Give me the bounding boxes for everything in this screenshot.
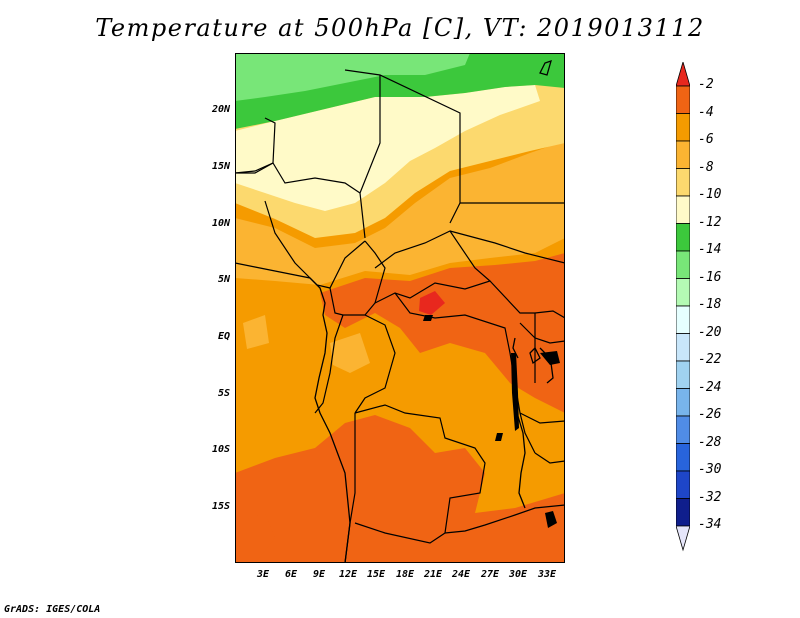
colorbar-swatch: [675, 305, 691, 334]
colorbar-swatches: [675, 60, 691, 552]
lon-label-33E: 33E: [537, 569, 557, 580]
field-band-neg6: [235, 141, 565, 285]
colorbar-label: -20: [698, 324, 722, 340]
colorbar-swatch: [675, 415, 691, 444]
colorbar-label: -18: [698, 297, 722, 312]
colorbar: [675, 60, 691, 562]
field-band-neg14: [235, 53, 470, 101]
colorbar-label: -6: [698, 132, 714, 147]
field-west-patch: [243, 315, 269, 349]
colorbar-bottom-triangle: [675, 525, 691, 552]
map-frame: [235, 53, 565, 563]
lat-label-15S: 15S: [211, 501, 230, 512]
lon-label-6E: 6E: [284, 569, 298, 580]
lat-label-5S: 5S: [217, 388, 230, 399]
colorbar-label: -4: [698, 104, 714, 120]
field-hotspot: [419, 291, 445, 315]
temperature-map: [235, 53, 565, 563]
field-band-neg10: [235, 85, 540, 211]
colorbar-label: -16: [698, 269, 722, 285]
colorbar-label: -10: [698, 187, 722, 202]
colorbar-label: -34: [698, 517, 722, 532]
lon-label-24E: 24E: [451, 569, 471, 580]
colorbar-swatch: [675, 360, 691, 389]
colorbar-label: -24: [698, 379, 722, 395]
lat-label-15N: 15N: [211, 161, 230, 172]
colorbar-label: -26: [698, 407, 722, 422]
lon-label-9E: 9E: [312, 569, 326, 580]
lon-label-3E: 3E: [256, 569, 270, 580]
colorbar-label: -30: [698, 462, 722, 477]
colorbar-swatch: [675, 498, 691, 527]
colorbar-swatch: [675, 470, 691, 499]
lat-label-EQ: EQ: [217, 331, 230, 342]
colorbar-swatch: [675, 333, 691, 362]
colorbar-top-triangle: [675, 60, 691, 87]
colorbar-swatch: [675, 388, 691, 417]
colorbar-swatch: [675, 223, 691, 252]
colorbar-swatch: [675, 250, 691, 279]
grads-credit: GrADS: IGES/COLA: [4, 604, 101, 615]
lon-label-15E: 15E: [366, 569, 386, 580]
lon-label-27E: 27E: [480, 569, 500, 580]
colorbar-swatch: [675, 168, 691, 197]
lon-label-18E: 18E: [395, 569, 415, 580]
colorbar-swatch: [675, 443, 691, 472]
lat-label-10S: 10S: [211, 444, 230, 455]
field-southwest-warm: [235, 513, 275, 563]
lakes: [423, 315, 560, 528]
colorbar-label: -28: [698, 434, 722, 450]
lon-label-12E: 12E: [338, 569, 358, 580]
lon-label-21E: 21E: [423, 569, 443, 580]
colorbar-label: -22: [698, 352, 722, 367]
lon-label-30E: 30E: [508, 569, 528, 580]
colorbar-label: -2: [698, 77, 714, 92]
lat-label-20N: 20N: [211, 104, 230, 115]
colorbar-label: -32: [698, 489, 722, 505]
field-gabon-patch: [330, 333, 370, 373]
colorbar-swatch: [675, 140, 691, 169]
colorbar-swatch: [675, 195, 691, 224]
colorbar-swatch: [675, 278, 691, 307]
colorbar-swatch: [675, 85, 691, 114]
colorbar-label: -12: [698, 214, 722, 230]
lat-label-5N: 5N: [217, 274, 230, 285]
map-canvas: [235, 53, 565, 563]
map-title: Temperature at 500hPa [C], VT: 201901311…: [95, 14, 705, 42]
colorbar-swatch: [675, 113, 691, 142]
colorbar-label: -8: [698, 159, 714, 175]
lat-label-10N: 10N: [211, 218, 230, 229]
field-central-warm: [320, 253, 565, 413]
colorbar-label: -14: [698, 242, 722, 257]
